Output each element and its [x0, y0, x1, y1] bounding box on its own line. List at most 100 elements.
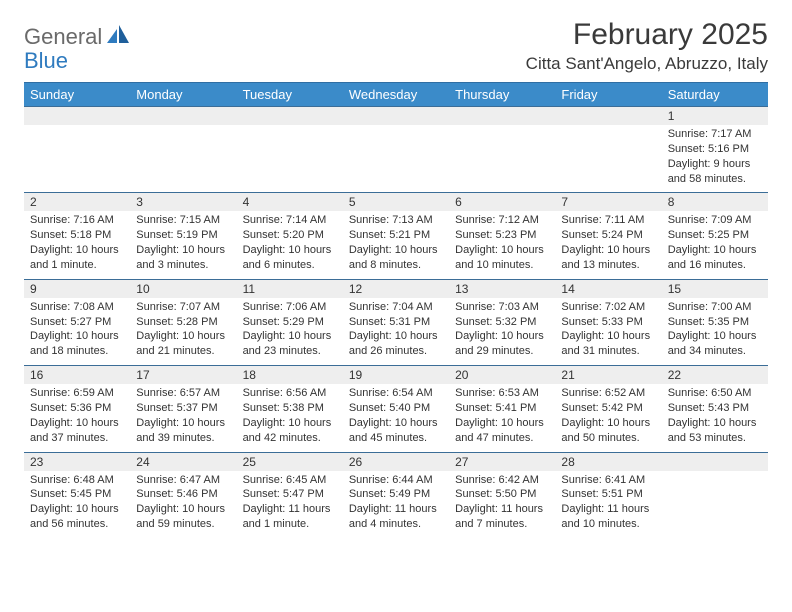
day-number: 14 — [555, 280, 661, 298]
day-data: Sunrise: 7:04 AMSunset: 5:31 PMDaylight:… — [343, 298, 449, 365]
header: General February 2025 Citta Sant'Angelo,… — [24, 18, 768, 74]
day-data: Sunrise: 7:17 AMSunset: 5:16 PMDaylight:… — [662, 125, 768, 192]
weekday-header-row: Sunday Monday Tuesday Wednesday Thursday… — [24, 83, 768, 107]
sunset-text: Sunset: 5:40 PM — [349, 401, 443, 416]
day-data: Sunrise: 7:02 AMSunset: 5:33 PMDaylight:… — [555, 298, 661, 365]
calendar-day-cell — [130, 107, 236, 193]
sunrise-text: Sunrise: 7:03 AM — [455, 300, 549, 315]
sunrise-text: Sunrise: 6:56 AM — [243, 386, 337, 401]
weekday-header: Saturday — [662, 83, 768, 107]
day-number: 4 — [237, 193, 343, 211]
calendar-day-cell: 2Sunrise: 7:16 AMSunset: 5:18 PMDaylight… — [24, 193, 130, 279]
sunset-text: Sunset: 5:33 PM — [561, 315, 655, 330]
day-data: Sunrise: 7:15 AMSunset: 5:19 PMDaylight:… — [130, 211, 236, 278]
daylight-text: Daylight: 10 hours and 8 minutes. — [349, 243, 443, 273]
daylight-text: Daylight: 10 hours and 50 minutes. — [561, 416, 655, 446]
calendar-day-cell: 8Sunrise: 7:09 AMSunset: 5:25 PMDaylight… — [662, 193, 768, 279]
day-number: 22 — [662, 366, 768, 384]
sunrise-text: Sunrise: 6:44 AM — [349, 473, 443, 488]
empty-day-number — [555, 107, 661, 125]
day-data: Sunrise: 7:14 AMSunset: 5:20 PMDaylight:… — [237, 211, 343, 278]
calendar-day-cell: 7Sunrise: 7:11 AMSunset: 5:24 PMDaylight… — [555, 193, 661, 279]
sunrise-text: Sunrise: 7:11 AM — [561, 213, 655, 228]
daylight-text: Daylight: 10 hours and 56 minutes. — [30, 502, 124, 532]
sunrise-text: Sunrise: 7:02 AM — [561, 300, 655, 315]
day-data: Sunrise: 7:00 AMSunset: 5:35 PMDaylight:… — [662, 298, 768, 365]
day-number: 6 — [449, 193, 555, 211]
month-title: February 2025 — [526, 18, 768, 52]
sunset-text: Sunset: 5:49 PM — [349, 487, 443, 502]
sunset-text: Sunset: 5:41 PM — [455, 401, 549, 416]
calendar-day-cell — [449, 107, 555, 193]
day-number: 24 — [130, 453, 236, 471]
day-number: 28 — [555, 453, 661, 471]
sunrise-text: Sunrise: 7:17 AM — [668, 127, 762, 142]
calendar-week-row: 1Sunrise: 7:17 AMSunset: 5:16 PMDaylight… — [24, 107, 768, 193]
calendar-day-cell — [662, 452, 768, 538]
sunset-text: Sunset: 5:28 PM — [136, 315, 230, 330]
day-number: 20 — [449, 366, 555, 384]
brand-text-2: Blue — [24, 48, 68, 73]
sunrise-text: Sunrise: 7:13 AM — [349, 213, 443, 228]
daylight-text: Daylight: 10 hours and 26 minutes. — [349, 329, 443, 359]
location-subtitle: Citta Sant'Angelo, Abruzzo, Italy — [526, 54, 768, 74]
day-number: 5 — [343, 193, 449, 211]
sunset-text: Sunset: 5:20 PM — [243, 228, 337, 243]
daylight-text: Daylight: 11 hours and 4 minutes. — [349, 502, 443, 532]
day-number: 15 — [662, 280, 768, 298]
calendar-day-cell — [24, 107, 130, 193]
daylight-text: Daylight: 10 hours and 47 minutes. — [455, 416, 549, 446]
sunset-text: Sunset: 5:24 PM — [561, 228, 655, 243]
sunrise-text: Sunrise: 7:09 AM — [668, 213, 762, 228]
sunset-text: Sunset: 5:51 PM — [561, 487, 655, 502]
day-number: 12 — [343, 280, 449, 298]
daylight-text: Daylight: 10 hours and 31 minutes. — [561, 329, 655, 359]
calendar-day-cell: 6Sunrise: 7:12 AMSunset: 5:23 PMDaylight… — [449, 193, 555, 279]
daylight-text: Daylight: 10 hours and 59 minutes. — [136, 502, 230, 532]
day-number: 9 — [24, 280, 130, 298]
daylight-text: Daylight: 10 hours and 10 minutes. — [455, 243, 549, 273]
day-data: Sunrise: 6:59 AMSunset: 5:36 PMDaylight:… — [24, 384, 130, 451]
day-data: Sunrise: 7:12 AMSunset: 5:23 PMDaylight:… — [449, 211, 555, 278]
daylight-text: Daylight: 10 hours and 6 minutes. — [243, 243, 337, 273]
sunrise-text: Sunrise: 6:48 AM — [30, 473, 124, 488]
weekday-header: Sunday — [24, 83, 130, 107]
day-data: Sunrise: 7:16 AMSunset: 5:18 PMDaylight:… — [24, 211, 130, 278]
sunrise-text: Sunrise: 6:52 AM — [561, 386, 655, 401]
calendar-week-row: 9Sunrise: 7:08 AMSunset: 5:27 PMDaylight… — [24, 279, 768, 365]
sunset-text: Sunset: 5:47 PM — [243, 487, 337, 502]
sunset-text: Sunset: 5:31 PM — [349, 315, 443, 330]
sunset-text: Sunset: 5:19 PM — [136, 228, 230, 243]
sunset-text: Sunset: 5:38 PM — [243, 401, 337, 416]
calendar-day-cell: 16Sunrise: 6:59 AMSunset: 5:36 PMDayligh… — [24, 366, 130, 452]
day-data: Sunrise: 6:50 AMSunset: 5:43 PMDaylight:… — [662, 384, 768, 451]
sunset-text: Sunset: 5:35 PM — [668, 315, 762, 330]
sunset-text: Sunset: 5:16 PM — [668, 142, 762, 157]
day-data: Sunrise: 6:41 AMSunset: 5:51 PMDaylight:… — [555, 471, 661, 538]
sunset-text: Sunset: 5:50 PM — [455, 487, 549, 502]
calendar-day-cell: 9Sunrise: 7:08 AMSunset: 5:27 PMDaylight… — [24, 279, 130, 365]
day-number: 10 — [130, 280, 236, 298]
sunrise-text: Sunrise: 6:41 AM — [561, 473, 655, 488]
title-block: February 2025 Citta Sant'Angelo, Abruzzo… — [526, 18, 768, 74]
empty-day-number — [24, 107, 130, 125]
sunrise-text: Sunrise: 6:57 AM — [136, 386, 230, 401]
calendar-day-cell: 23Sunrise: 6:48 AMSunset: 5:45 PMDayligh… — [24, 452, 130, 538]
calendar-day-cell: 5 Sunrise: 7:13 AMSunset: 5:21 PMDaylight… — [343, 193, 449, 279]
calendar-day-cell: 1Sunrise: 7:17 AMSunset: 5:16 PMDaylight… — [662, 107, 768, 193]
empty-day-number — [343, 107, 449, 125]
sunset-text: Sunset: 5:45 PM — [30, 487, 124, 502]
daylight-text: Daylight: 10 hours and 39 minutes. — [136, 416, 230, 446]
sunset-text: Sunset: 5:37 PM — [136, 401, 230, 416]
calendar-week-row: 23Sunrise: 6:48 AMSunset: 5:45 PMDayligh… — [24, 452, 768, 538]
sunset-text: Sunset: 5:29 PM — [243, 315, 337, 330]
sunset-text: Sunset: 5:21 PM — [349, 228, 443, 243]
sunset-text: Sunset: 5:42 PM — [561, 401, 655, 416]
calendar-day-cell: 13Sunrise: 7:03 AMSunset: 5:32 PMDayligh… — [449, 279, 555, 365]
calendar-day-cell: 18Sunrise: 6:56 AMSunset: 5:38 PMDayligh… — [237, 366, 343, 452]
sunrise-text: Sunrise: 7:14 AM — [243, 213, 337, 228]
calendar-day-cell: 15Sunrise: 7:00 AMSunset: 5:35 PMDayligh… — [662, 279, 768, 365]
sunrise-text: Sunrise: 6:47 AM — [136, 473, 230, 488]
day-number: 16 — [24, 366, 130, 384]
day-number: 2 — [24, 193, 130, 211]
